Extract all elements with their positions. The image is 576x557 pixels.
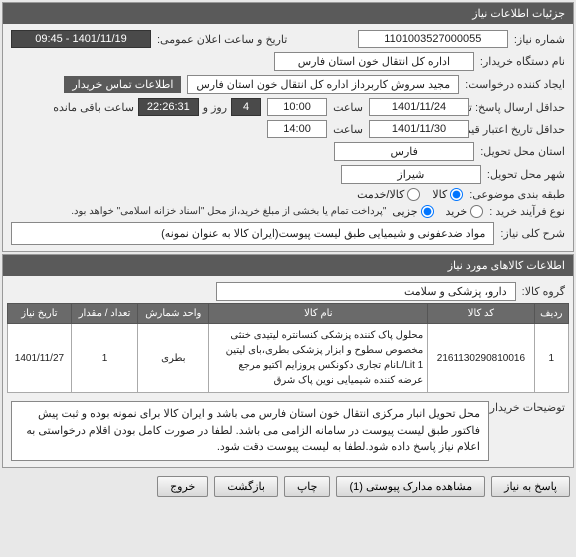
requester-value: مجید سروش کاربرداز اداره کل انتقال خون ا… — [187, 75, 459, 94]
validity-label: حداقل تاریخ اعتبار قیمت: تا تاریخ: — [475, 123, 565, 136]
items-table: ردیف کد کالا نام کالا واحد شمارش تعداد /… — [7, 303, 569, 393]
radio-kala[interactable]: کالا — [432, 188, 463, 201]
radio-joz-label: جزیی — [392, 205, 417, 218]
announce-value: 1401/11/19 - 09:45 — [11, 30, 151, 48]
cell-qty: 1 — [71, 324, 137, 393]
group-label: گروه کالا: — [522, 285, 565, 298]
days-value: 4 — [231, 98, 261, 116]
attachments-button[interactable]: مشاهده مدارک پیوستی (1) — [336, 476, 485, 497]
province-value: فارس — [334, 142, 474, 161]
radio-kharid-input[interactable] — [470, 205, 483, 218]
contact-tag[interactable]: اطلاعات تماس خریدار — [64, 76, 181, 93]
province-label: استان محل تحویل: — [480, 145, 565, 158]
cell-row: 1 — [534, 324, 568, 393]
exit-button[interactable]: خروج — [157, 476, 208, 497]
col-date: تاریخ نیاز — [8, 304, 72, 324]
col-code: کد کالا — [428, 304, 534, 324]
cell-date: 1401/11/27 — [8, 324, 72, 393]
buyer-value: اداره کل انتقال خون استان فارس — [274, 52, 474, 71]
need-no-value: 1101003527000055 — [358, 30, 508, 48]
button-bar: پاسخ به نیاز مشاهده مدارک پیوستی (1) چاپ… — [0, 470, 576, 503]
reply-button[interactable]: پاسخ به نیاز — [491, 476, 570, 497]
col-name: نام کالا — [209, 304, 428, 324]
process-label: نوع فرآیند خرید : — [489, 205, 565, 218]
col-row: ردیف — [534, 304, 568, 324]
radio-joz[interactable]: جزیی — [392, 205, 433, 218]
col-unit: واحد شمارش — [138, 304, 209, 324]
cell-name: محلول پاک کننده پزشکی کنسانتره لیتیدی خن… — [209, 324, 428, 393]
hour-label-2: ساعت — [333, 123, 363, 136]
radio-kala-label: کالا — [432, 188, 447, 201]
reply-deadline-label: حداقل ارسال پاسخ: تا تاریخ: — [475, 101, 565, 114]
panel1-body: شماره نیاز: 1101003527000055 تاریخ و ساع… — [3, 24, 573, 251]
radio-kharid[interactable]: خرید — [446, 205, 484, 218]
city-label: شهر محل تحویل: — [487, 168, 565, 181]
subject-cat-label: طبقه بندی موضوعی: — [469, 188, 565, 201]
process-radio-group: خرید جزیی — [392, 205, 483, 218]
radio-kharid-label: خرید — [446, 205, 468, 218]
reply-time: 10:00 — [267, 98, 327, 116]
subject-radio-group: کالا کالا/خدمت — [357, 188, 463, 201]
panel2-body: گروه کالا: دارو، پزشکی و سلامت ردیف کد ک… — [3, 276, 573, 467]
need-no-label: شماره نیاز: — [514, 33, 565, 46]
validity-time: 14:00 — [267, 120, 327, 138]
reply-date: 1401/11/24 — [369, 98, 469, 116]
remaining-label: ساعت باقی مانده — [53, 101, 134, 114]
remaining-time: 22:26:31 — [138, 98, 199, 116]
validity-date: 1401/11/30 — [369, 120, 469, 138]
print-button[interactable]: چاپ — [284, 476, 331, 497]
radio-joz-input[interactable] — [421, 205, 434, 218]
buyer-note-value: محل تحویل انبار مرکزی انتقال خون استان ف… — [11, 401, 489, 461]
desc-value: مواد ضدعفونی و شیمیایی طبق لیست پیوست(ای… — [11, 222, 494, 245]
buyer-label: نام دستگاه خریدار: — [480, 55, 565, 68]
back-button[interactable]: بازگشت — [214, 476, 278, 497]
announce-label: تاریخ و ساعت اعلان عمومی: — [157, 33, 287, 46]
col-qty: تعداد / مقدار — [71, 304, 137, 324]
desc-label: شرح کلی نیاز: — [500, 227, 565, 240]
buyer-note-label: توضیحات خریدار: — [495, 401, 565, 414]
group-value: دارو، پزشکی و سلامت — [216, 282, 516, 301]
radio-kala-input[interactable] — [450, 188, 463, 201]
day-and-label: روز و — [203, 101, 227, 114]
radio-khadamat-label: کالا/خدمت — [357, 188, 404, 201]
items-panel: اطلاعات کالاهای مورد نیاز گروه کالا: دار… — [2, 254, 574, 468]
hour-label-1: ساعت — [333, 101, 363, 114]
panel1-header: جزئیات اطلاعات نیاز — [3, 3, 573, 24]
cell-unit: بطری — [138, 324, 209, 393]
cell-code: 2161130290810016 — [428, 324, 534, 393]
radio-khadamat-input[interactable] — [407, 188, 420, 201]
need-details-panel: جزئیات اطلاعات نیاز شماره نیاز: 11010035… — [2, 2, 574, 252]
city-value: شیراز — [341, 165, 481, 184]
process-note: "پرداخت تمام یا بخشی از مبلغ خرید،از محل… — [71, 206, 386, 217]
table-row[interactable]: 1 2161130290810016 محلول پاک کننده پزشکی… — [8, 324, 569, 393]
panel2-header: اطلاعات کالاهای مورد نیاز — [3, 255, 573, 276]
radio-khadamat[interactable]: کالا/خدمت — [357, 188, 420, 201]
requester-label: ایجاد کننده درخواست: — [465, 78, 565, 91]
